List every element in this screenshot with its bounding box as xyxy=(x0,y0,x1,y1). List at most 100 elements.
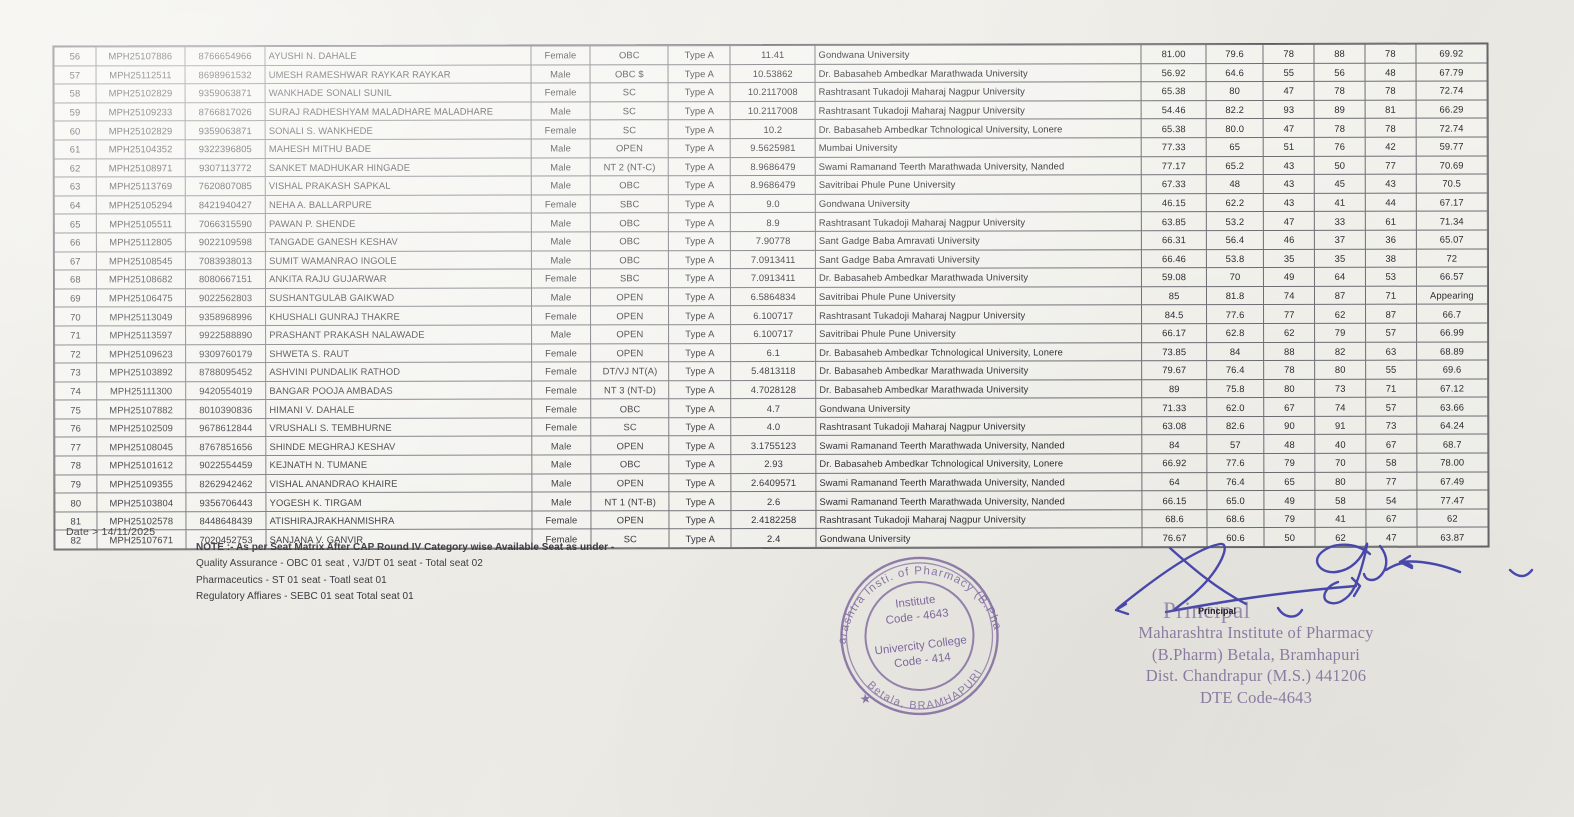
row-candidate-name: AYUSHI N. DAHALE xyxy=(265,46,531,66)
row-score: 3.1755123 xyxy=(731,435,816,455)
row-application-id: MPH25109233 xyxy=(95,102,186,122)
row-score: 10.53862 xyxy=(730,64,816,83)
row-candidate-name: SUMIT WAMANRAO INGOLE xyxy=(265,250,531,270)
row-marks-3: 43 xyxy=(1263,174,1315,194)
row-university: Dr. Babasaheb Ambedkar Marathwada Univer… xyxy=(815,360,1143,381)
row-percent: 65.07 xyxy=(1416,229,1488,249)
row-marks-3: 90 xyxy=(1264,416,1315,435)
row-marks-3: 43 xyxy=(1263,193,1315,212)
row-category: OBC xyxy=(591,398,670,418)
row-marks-1: 63.85 xyxy=(1141,211,1207,231)
row-percent: Appearing xyxy=(1416,285,1488,305)
row-marks-5: 77 xyxy=(1365,155,1417,175)
row-marks-1: 66.31 xyxy=(1141,230,1207,250)
address-line-2: (B.Pharm) Betala, Bramhapuri xyxy=(1151,644,1361,664)
row-university: Dr. Babasaheb Ambedkar Marathwada Univer… xyxy=(815,379,1143,399)
row-university: Swami Ramanand Teerth Marathwada Univers… xyxy=(815,472,1143,492)
row-serial: 60 xyxy=(54,121,96,140)
row-category: OBC xyxy=(590,45,669,65)
row-category: OPEN xyxy=(591,473,670,493)
row-university: Savitribai Phule Pune University xyxy=(815,323,1142,343)
row-category: SBC xyxy=(590,194,669,214)
row-marks-3: 65 xyxy=(1264,472,1316,491)
row-gender: Female xyxy=(531,510,592,530)
row-type: Type A xyxy=(669,473,732,492)
row-gender: Male xyxy=(531,473,592,493)
row-category: OBC $ xyxy=(590,64,669,84)
row-marks-3: 46 xyxy=(1263,230,1315,249)
row-university: Dr. Babasaheb Ambedkar Tchnological Univ… xyxy=(815,119,1142,139)
row-gender: Male xyxy=(531,324,591,344)
row-marks-2: 56.4 xyxy=(1206,230,1264,250)
row-type: Type A xyxy=(668,380,732,399)
row-application-id: MPH25107886 xyxy=(95,46,185,66)
row-score: 8.9686479 xyxy=(730,156,816,176)
row-candidate-name: PAWAN P. SHENDE xyxy=(265,213,531,233)
row-marks-2: 84 xyxy=(1206,341,1264,361)
row-marks-1: 63.08 xyxy=(1142,416,1207,436)
row-candidate-name: VISHAL PRAKASH SAPKAL xyxy=(265,176,531,196)
row-gender: Male xyxy=(530,64,591,84)
row-percent: 72.74 xyxy=(1415,118,1488,138)
row-score: 10.2117008 xyxy=(730,101,816,120)
row-candidate-name: SURAJ RADHESHYAM MALADHARE MALADHARE xyxy=(265,101,531,121)
row-application-id: MPH25109355 xyxy=(96,474,186,494)
row-mobile: 8080667151 xyxy=(185,269,266,289)
row-candidate-name: ASHVINI PUNDALIK RATHOD xyxy=(265,362,532,382)
row-percent: 66.29 xyxy=(1415,99,1488,119)
row-marks-4: 56 xyxy=(1314,62,1366,82)
row-marks-1: 65.38 xyxy=(1141,118,1206,138)
row-percent: 66.57 xyxy=(1416,267,1488,286)
row-marks-2: 53.2 xyxy=(1206,211,1264,231)
row-score: 11.41 xyxy=(730,45,816,65)
row-marks-4: 41 xyxy=(1314,193,1366,212)
row-percent: 59.77 xyxy=(1415,136,1488,156)
stamp-rings-icon: Maharashtra Insti. of Pharmacy (B.Pharm)… xyxy=(816,537,1003,719)
row-marks-2: 65.2 xyxy=(1205,156,1264,175)
row-marks-2: 68.6 xyxy=(1206,509,1265,529)
row-percent: 67.17 xyxy=(1416,192,1488,212)
row-marks-4: 41 xyxy=(1315,509,1366,528)
row-marks-5: 53 xyxy=(1365,267,1417,286)
row-type: Type A xyxy=(669,491,732,511)
row-university: Dr. Babasaheb Ambedkar Marathwada Univer… xyxy=(815,63,1142,83)
row-type: Type A xyxy=(668,212,731,232)
row-category: OPEN xyxy=(590,306,669,325)
row-gender: Male xyxy=(531,436,592,456)
row-marks-2: 48 xyxy=(1205,174,1264,194)
row-gender: Male xyxy=(530,213,591,232)
row-marks-4: 50 xyxy=(1314,155,1366,175)
row-marks-2: 65 xyxy=(1205,137,1264,157)
row-application-id: MPH25102829 xyxy=(95,83,186,103)
row-mobile: 9359063871 xyxy=(185,83,266,103)
principal-label: Principal xyxy=(1198,606,1237,616)
row-gender: Female xyxy=(530,269,591,288)
row-application-id: MPH25108045 xyxy=(96,437,186,456)
row-candidate-name: VRUSHALI S. TEMBHURNE xyxy=(265,417,532,438)
row-candidate-name: SONALI S. WANKHEDE xyxy=(265,120,531,140)
row-marks-1: 59.08 xyxy=(1141,267,1207,287)
row-marks-5: 78 xyxy=(1365,81,1416,101)
row-marks-1: 89 xyxy=(1142,379,1207,399)
row-candidate-name: PRASHANT PRAKASH NALAWADE xyxy=(265,324,532,345)
row-marks-3: 93 xyxy=(1263,100,1315,119)
row-application-id: MPH25104352 xyxy=(95,139,186,159)
row-gender: Male xyxy=(530,176,591,195)
row-marks-2: 77.6 xyxy=(1206,304,1264,324)
row-percent: 62 xyxy=(1416,508,1488,528)
row-type: Type A xyxy=(668,268,731,288)
row-marks-4: 64 xyxy=(1314,267,1366,287)
row-marks-1: 67.33 xyxy=(1141,174,1207,194)
row-percent: 78.00 xyxy=(1416,453,1488,472)
row-score: 4.7 xyxy=(731,398,816,418)
row-percent: 64.24 xyxy=(1416,415,1488,435)
row-marks-4: 76 xyxy=(1314,137,1366,156)
row-serial: 75 xyxy=(54,400,97,419)
row-type: Type A xyxy=(668,287,731,307)
row-marks-4: 58 xyxy=(1315,490,1366,510)
row-marks-5: 55 xyxy=(1365,360,1417,379)
row-university: Swami Ramanand Teerth Marathwada Univers… xyxy=(815,156,1142,176)
row-candidate-name: SHWETA S. RAUT xyxy=(265,343,532,363)
row-marks-3: 43 xyxy=(1263,155,1315,175)
row-category: OPEN xyxy=(590,343,669,362)
